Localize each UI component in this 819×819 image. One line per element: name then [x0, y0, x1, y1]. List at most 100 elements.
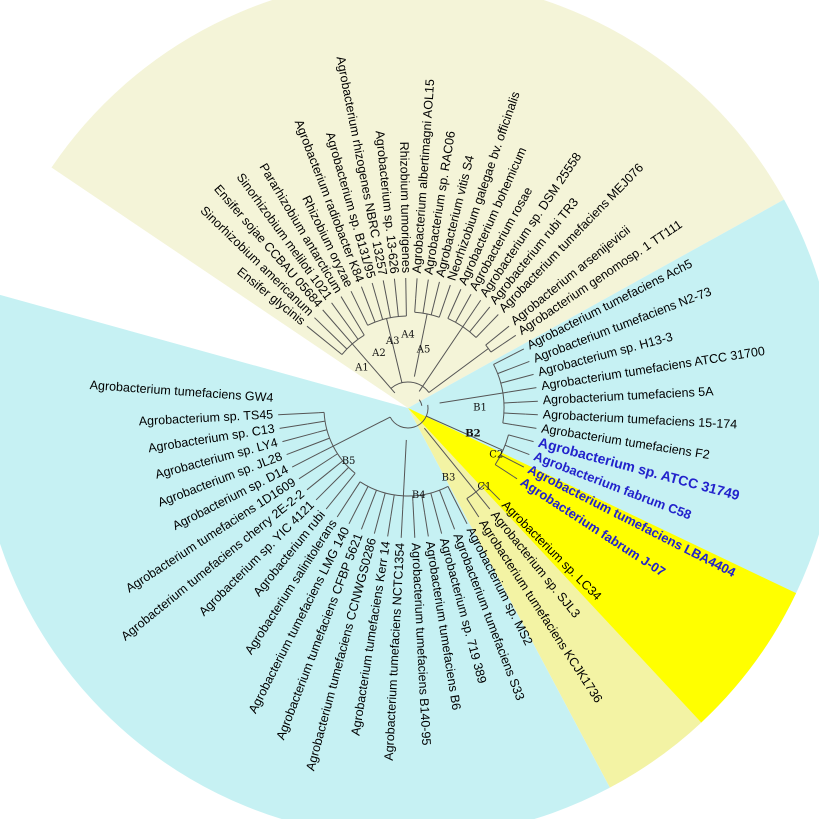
internal-branch [413, 313, 428, 377]
leaf-branch-inner [438, 300, 446, 318]
leaf-branch [491, 491, 501, 501]
leaf-branch-inner [354, 319, 365, 336]
clade-A-sector [51, 0, 785, 408]
internal-branch [428, 348, 489, 393]
leaf-branch-inner [320, 445, 334, 453]
leaf-branch [502, 334, 517, 345]
leaf-branch-inner [396, 298, 399, 317]
leaf-branch [474, 299, 482, 309]
internal-branch [418, 326, 464, 392]
leaf-branch-inner [484, 484, 492, 492]
leaf-branch-inner [475, 324, 489, 338]
leaf-branch [306, 325, 338, 352]
leaf-branch [412, 501, 416, 538]
leaf-branch [360, 506, 371, 530]
internal-branch [402, 439, 407, 496]
node-label: A4 [400, 330, 415, 341]
leaf-branch [348, 491, 366, 525]
node-label: B3 [442, 473, 456, 484]
leaf-branch [425, 279, 429, 292]
leaf-branch-inner [503, 401, 518, 404]
leaf-branch-inner [369, 308, 376, 323]
leaf-branch [315, 474, 342, 501]
leaf-branch [461, 294, 472, 311]
leaf-branch-inner [504, 444, 511, 448]
leaf-branch [506, 360, 530, 371]
leaf-branch-inner [502, 422, 513, 426]
node-label: A3 [385, 336, 400, 347]
leaf-branch-inner [388, 307, 391, 318]
node-label: B5 [342, 456, 356, 467]
clade-arc [359, 481, 449, 497]
leaf-branch [446, 510, 456, 530]
leaf-branch [360, 286, 371, 310]
leaf-branch [449, 289, 462, 314]
clade-arc [485, 344, 492, 353]
leaf-branch [382, 280, 390, 308]
leaf-branch [415, 278, 418, 299]
leaf-branch-inner [503, 412, 526, 415]
leaf-branch [405, 278, 407, 311]
leaf-branch-inner [402, 495, 404, 510]
leaf-branch [475, 306, 491, 325]
leaf-branch [387, 516, 392, 537]
leaf-branch [486, 505, 491, 510]
leaf-branch-inner [340, 472, 356, 491]
leaf-branch [444, 284, 451, 301]
node-label: A2 [371, 348, 386, 359]
leaf-branch-inner [382, 492, 386, 503]
leaf-branch-inner [500, 378, 519, 384]
leaf-branch [314, 317, 338, 340]
leaf-branch-inner [462, 308, 476, 328]
leaf-branch-inner [352, 481, 361, 494]
node-label: B1 [473, 403, 487, 414]
leaf-branch-inner [439, 489, 448, 511]
leaf-branch-inner [455, 309, 463, 323]
leaf-branch-inner [332, 453, 338, 458]
internal-branch [423, 427, 477, 493]
leaf-branch-inner [317, 429, 327, 433]
leaf-branch-inner [485, 340, 491, 346]
leaf-branch-inner [500, 454, 514, 463]
leaf-branch [322, 309, 339, 328]
leaf-branch-inner [414, 298, 417, 313]
leaf-branch [517, 400, 538, 403]
leaf-branch-inner [430, 492, 434, 503]
leaf-branch [453, 498, 468, 525]
clade-arc [414, 311, 440, 318]
leaf-branch [490, 325, 510, 342]
leaf-branch [432, 502, 443, 534]
leaf-branch-inner [308, 437, 330, 447]
leaf-branch [282, 431, 318, 443]
leaf-branch [525, 439, 534, 443]
highlight-sector [408, 408, 797, 723]
leaf-branch [373, 502, 384, 534]
clade-arc [493, 364, 505, 424]
leaf-branch [291, 452, 321, 468]
leaf-branch-inner [307, 420, 326, 425]
leaf-branch-inner [493, 353, 514, 365]
leaf-branch [512, 461, 525, 468]
leaf-branch [400, 509, 404, 538]
leaf-branch-inner [376, 298, 384, 320]
leaf-branch [393, 278, 397, 299]
leaf-branch [350, 290, 366, 321]
leaf-branch-inner [369, 489, 377, 508]
node-label: A1 [354, 362, 369, 373]
leaf-branch [508, 387, 537, 393]
leaf-branch [469, 503, 480, 518]
leaf-branch-inner [328, 460, 344, 473]
leaf-branch [525, 413, 538, 416]
leaf-branch [278, 412, 319, 416]
leaf-branch-inner [351, 330, 359, 340]
leaf-branch-inner [497, 369, 508, 375]
leaf-branch-inner [490, 343, 503, 353]
leaf-branch [512, 424, 537, 429]
clade-B-sector-lower [0, 294, 610, 819]
node-label: C2 [489, 449, 503, 460]
internal-branch [351, 343, 396, 394]
